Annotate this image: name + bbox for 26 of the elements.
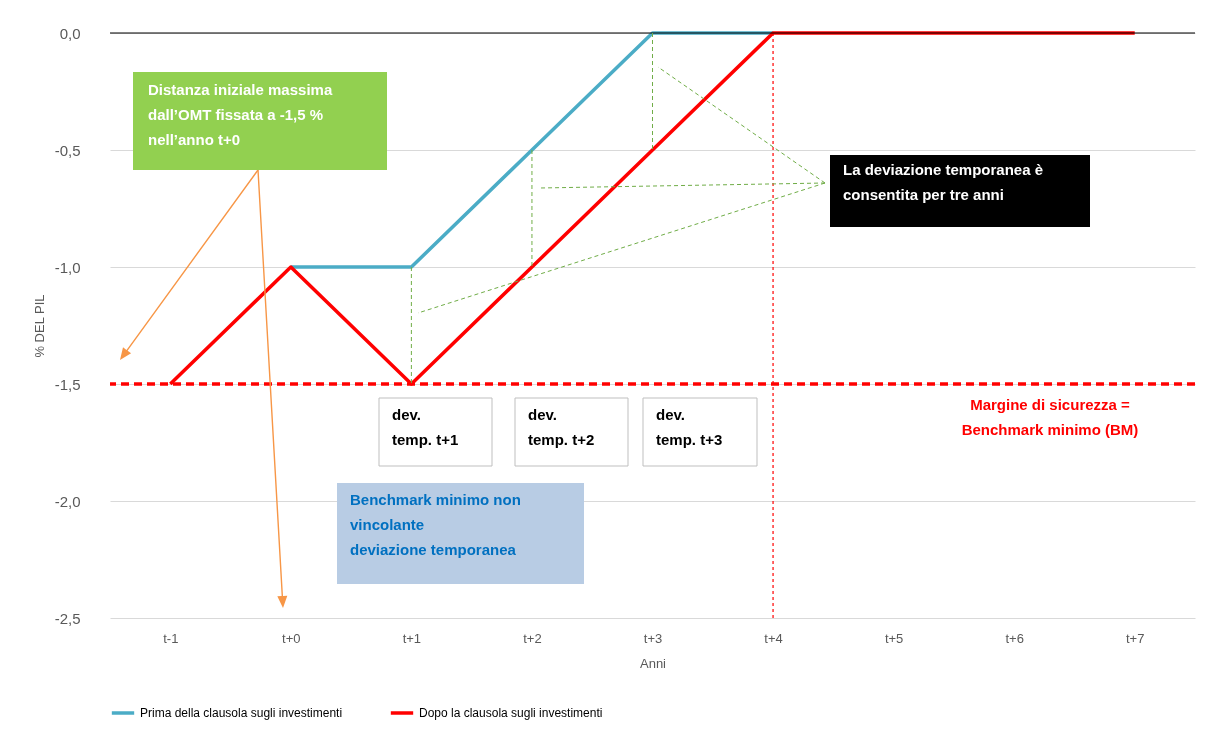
annotation: dev. temp. t+3 — [656, 406, 723, 448]
y-tick-label: -1,0 — [54, 258, 81, 276]
x-tick-label: t+0 — [282, 630, 301, 646]
x-tick-label: t+1 — [402, 630, 422, 646]
annotation: Benchmark minimo non vincolante deviazione temporanea — [350, 491, 521, 558]
y-tick-label: -2,5 — [54, 609, 81, 627]
x-tick-label: t+3 — [643, 630, 663, 646]
x-tick-label: t+2 — [523, 630, 542, 646]
x-tick-label: t-1 — [163, 630, 179, 646]
legend-label: Dopo la clausola sugli investimenti — [419, 706, 603, 720]
y-tick-label: -1,5 — [54, 375, 81, 393]
legend-label: Prima della clausola sugli investimenti — [140, 706, 343, 720]
annotation: dev. temp. t+2 — [528, 406, 595, 448]
annotation: Distanza iniziale massima dall’OMT fissata a -1,5 % nell’anno t+0 — [148, 81, 333, 148]
x-tick-label: t+5 — [884, 630, 904, 646]
annotation: La deviazione temporanea è consentita per tre anni — [843, 161, 1044, 203]
y-tick-label: -0,5 — [54, 141, 81, 159]
x-tick-label: t+6 — [1005, 630, 1024, 646]
y-axis-title: % DEL PIL — [31, 294, 47, 358]
y-tick-label: -2,0 — [54, 492, 81, 510]
annotation: dev. temp. t+1 — [392, 406, 459, 448]
x-tick-label: t+4 — [764, 630, 783, 646]
y-tick-label: 0,0 — [59, 24, 81, 42]
x-axis-title: Anni — [639, 655, 667, 671]
x-tick-label: t+7 — [1126, 630, 1145, 646]
ref-line-label: Margine di sicurezza = Benchmark minimo (BM) — [961, 396, 1139, 438]
